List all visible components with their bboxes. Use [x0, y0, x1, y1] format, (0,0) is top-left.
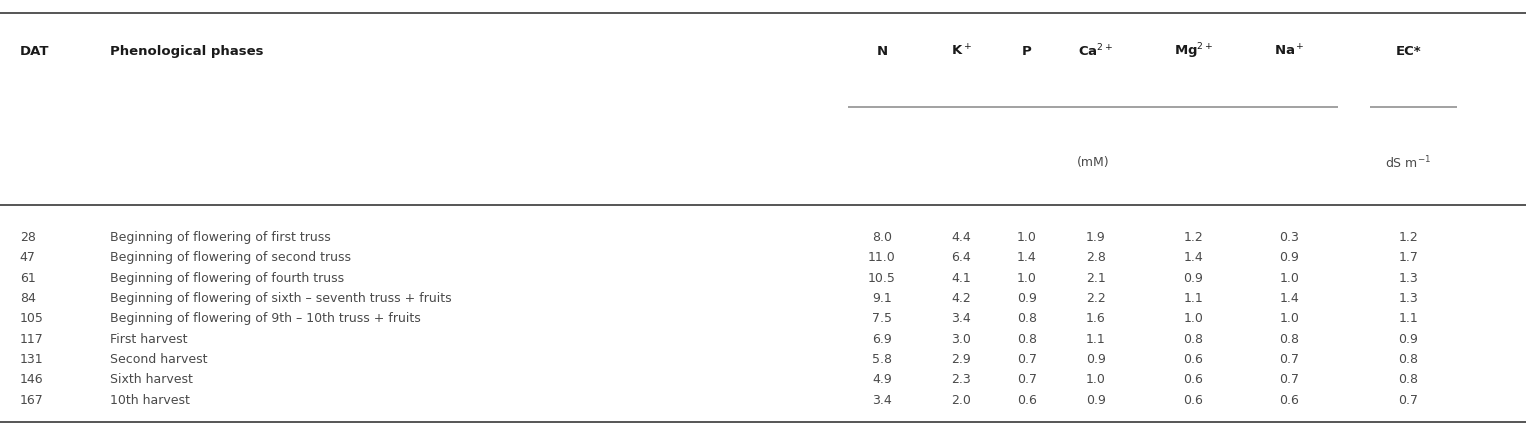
- Text: 131: 131: [20, 353, 43, 366]
- Text: 84: 84: [20, 292, 35, 305]
- Text: 0.8: 0.8: [1398, 373, 1419, 386]
- Text: 2.0: 2.0: [951, 394, 972, 407]
- Text: Beginning of flowering of fourth truss: Beginning of flowering of fourth truss: [110, 272, 343, 285]
- Text: 1.3: 1.3: [1399, 292, 1418, 305]
- Text: 0.9: 0.9: [1085, 394, 1106, 407]
- Text: 5.8: 5.8: [871, 353, 893, 366]
- Text: 1.0: 1.0: [1279, 272, 1300, 285]
- Text: 1.1: 1.1: [1087, 333, 1105, 346]
- Text: N: N: [876, 45, 888, 58]
- Text: 0.7: 0.7: [1016, 353, 1038, 366]
- Text: 0.6: 0.6: [1279, 394, 1300, 407]
- Text: 0.8: 0.8: [1016, 333, 1038, 346]
- Text: 167: 167: [20, 394, 44, 407]
- Text: 2.1: 2.1: [1087, 272, 1105, 285]
- Text: DAT: DAT: [20, 45, 49, 58]
- Text: 4.4: 4.4: [952, 231, 971, 244]
- Text: 0.9: 0.9: [1183, 272, 1204, 285]
- Text: 3.4: 3.4: [873, 394, 891, 407]
- Text: 11.0: 11.0: [868, 251, 896, 265]
- Text: 61: 61: [20, 272, 35, 285]
- Text: 1.1: 1.1: [1184, 292, 1202, 305]
- Text: 0.8: 0.8: [1279, 333, 1300, 346]
- Text: 0.7: 0.7: [1398, 394, 1419, 407]
- Text: EC*: EC*: [1396, 45, 1421, 58]
- Text: 4.1: 4.1: [952, 272, 971, 285]
- Text: Second harvest: Second harvest: [110, 353, 208, 366]
- Text: 0.7: 0.7: [1016, 373, 1038, 386]
- Text: 1.2: 1.2: [1399, 231, 1418, 244]
- Text: 0.8: 0.8: [1183, 333, 1204, 346]
- Text: 146: 146: [20, 373, 43, 386]
- Text: Phenological phases: Phenological phases: [110, 45, 264, 58]
- Text: K$^+$: K$^+$: [951, 44, 972, 59]
- Text: (mM): (mM): [1077, 156, 1109, 169]
- Text: 0.6: 0.6: [1183, 353, 1204, 366]
- Text: Beginning of flowering of first truss: Beginning of flowering of first truss: [110, 231, 331, 244]
- Text: 0.8: 0.8: [1398, 353, 1419, 366]
- Text: 1.1: 1.1: [1399, 312, 1418, 325]
- Text: 47: 47: [20, 251, 35, 265]
- Text: 1.0: 1.0: [1279, 312, 1300, 325]
- Text: 6.4: 6.4: [952, 251, 971, 265]
- Text: 3.4: 3.4: [952, 312, 971, 325]
- Text: 0.9: 0.9: [1085, 353, 1106, 366]
- Text: 0.3: 0.3: [1279, 231, 1300, 244]
- Text: 0.6: 0.6: [1183, 373, 1204, 386]
- Text: 6.9: 6.9: [873, 333, 891, 346]
- Text: 1.2: 1.2: [1184, 231, 1202, 244]
- Text: 1.0: 1.0: [1016, 272, 1038, 285]
- Text: Ca$^{2+}$: Ca$^{2+}$: [1077, 43, 1114, 59]
- Text: dS m$^{-1}$: dS m$^{-1}$: [1386, 155, 1431, 171]
- Text: 1.0: 1.0: [1016, 231, 1038, 244]
- Text: Beginning of flowering of 9th – 10th truss + fruits: Beginning of flowering of 9th – 10th tru…: [110, 312, 421, 325]
- Text: 9.1: 9.1: [873, 292, 891, 305]
- Text: 2.8: 2.8: [1085, 251, 1106, 265]
- Text: 10th harvest: 10th harvest: [110, 394, 189, 407]
- Text: 2.3: 2.3: [952, 373, 971, 386]
- Text: Mg$^{2+}$: Mg$^{2+}$: [1173, 42, 1213, 61]
- Text: 4.9: 4.9: [873, 373, 891, 386]
- Text: 1.6: 1.6: [1087, 312, 1105, 325]
- Text: 0.8: 0.8: [1016, 312, 1038, 325]
- Text: 0.9: 0.9: [1016, 292, 1038, 305]
- Text: 0.9: 0.9: [1398, 333, 1419, 346]
- Text: First harvest: First harvest: [110, 333, 188, 346]
- Text: 0.9: 0.9: [1279, 251, 1300, 265]
- Text: Beginning of flowering of second truss: Beginning of flowering of second truss: [110, 251, 351, 265]
- Text: Na$^+$: Na$^+$: [1274, 44, 1305, 59]
- Text: 1.4: 1.4: [1184, 251, 1202, 265]
- Text: 4.2: 4.2: [952, 292, 971, 305]
- Text: Beginning of flowering of sixth – seventh truss + fruits: Beginning of flowering of sixth – sevent…: [110, 292, 452, 305]
- Text: 0.6: 0.6: [1016, 394, 1038, 407]
- Text: 1.9: 1.9: [1087, 231, 1105, 244]
- Text: P: P: [1022, 45, 1032, 58]
- Text: Sixth harvest: Sixth harvest: [110, 373, 192, 386]
- Text: 8.0: 8.0: [871, 231, 893, 244]
- Text: 1.0: 1.0: [1085, 373, 1106, 386]
- Text: 7.5: 7.5: [871, 312, 893, 325]
- Text: 0.7: 0.7: [1279, 353, 1300, 366]
- Text: 1.4: 1.4: [1280, 292, 1299, 305]
- Text: 28: 28: [20, 231, 35, 244]
- Text: 2.2: 2.2: [1087, 292, 1105, 305]
- Text: 3.0: 3.0: [951, 333, 972, 346]
- Text: 10.5: 10.5: [868, 272, 896, 285]
- Text: 0.6: 0.6: [1183, 394, 1204, 407]
- Text: 105: 105: [20, 312, 44, 325]
- Text: 1.3: 1.3: [1399, 272, 1418, 285]
- Text: 0.7: 0.7: [1279, 373, 1300, 386]
- Text: 1.0: 1.0: [1183, 312, 1204, 325]
- Text: 117: 117: [20, 333, 44, 346]
- Text: 1.7: 1.7: [1398, 251, 1419, 265]
- Text: 1.4: 1.4: [1018, 251, 1036, 265]
- Text: 2.9: 2.9: [952, 353, 971, 366]
